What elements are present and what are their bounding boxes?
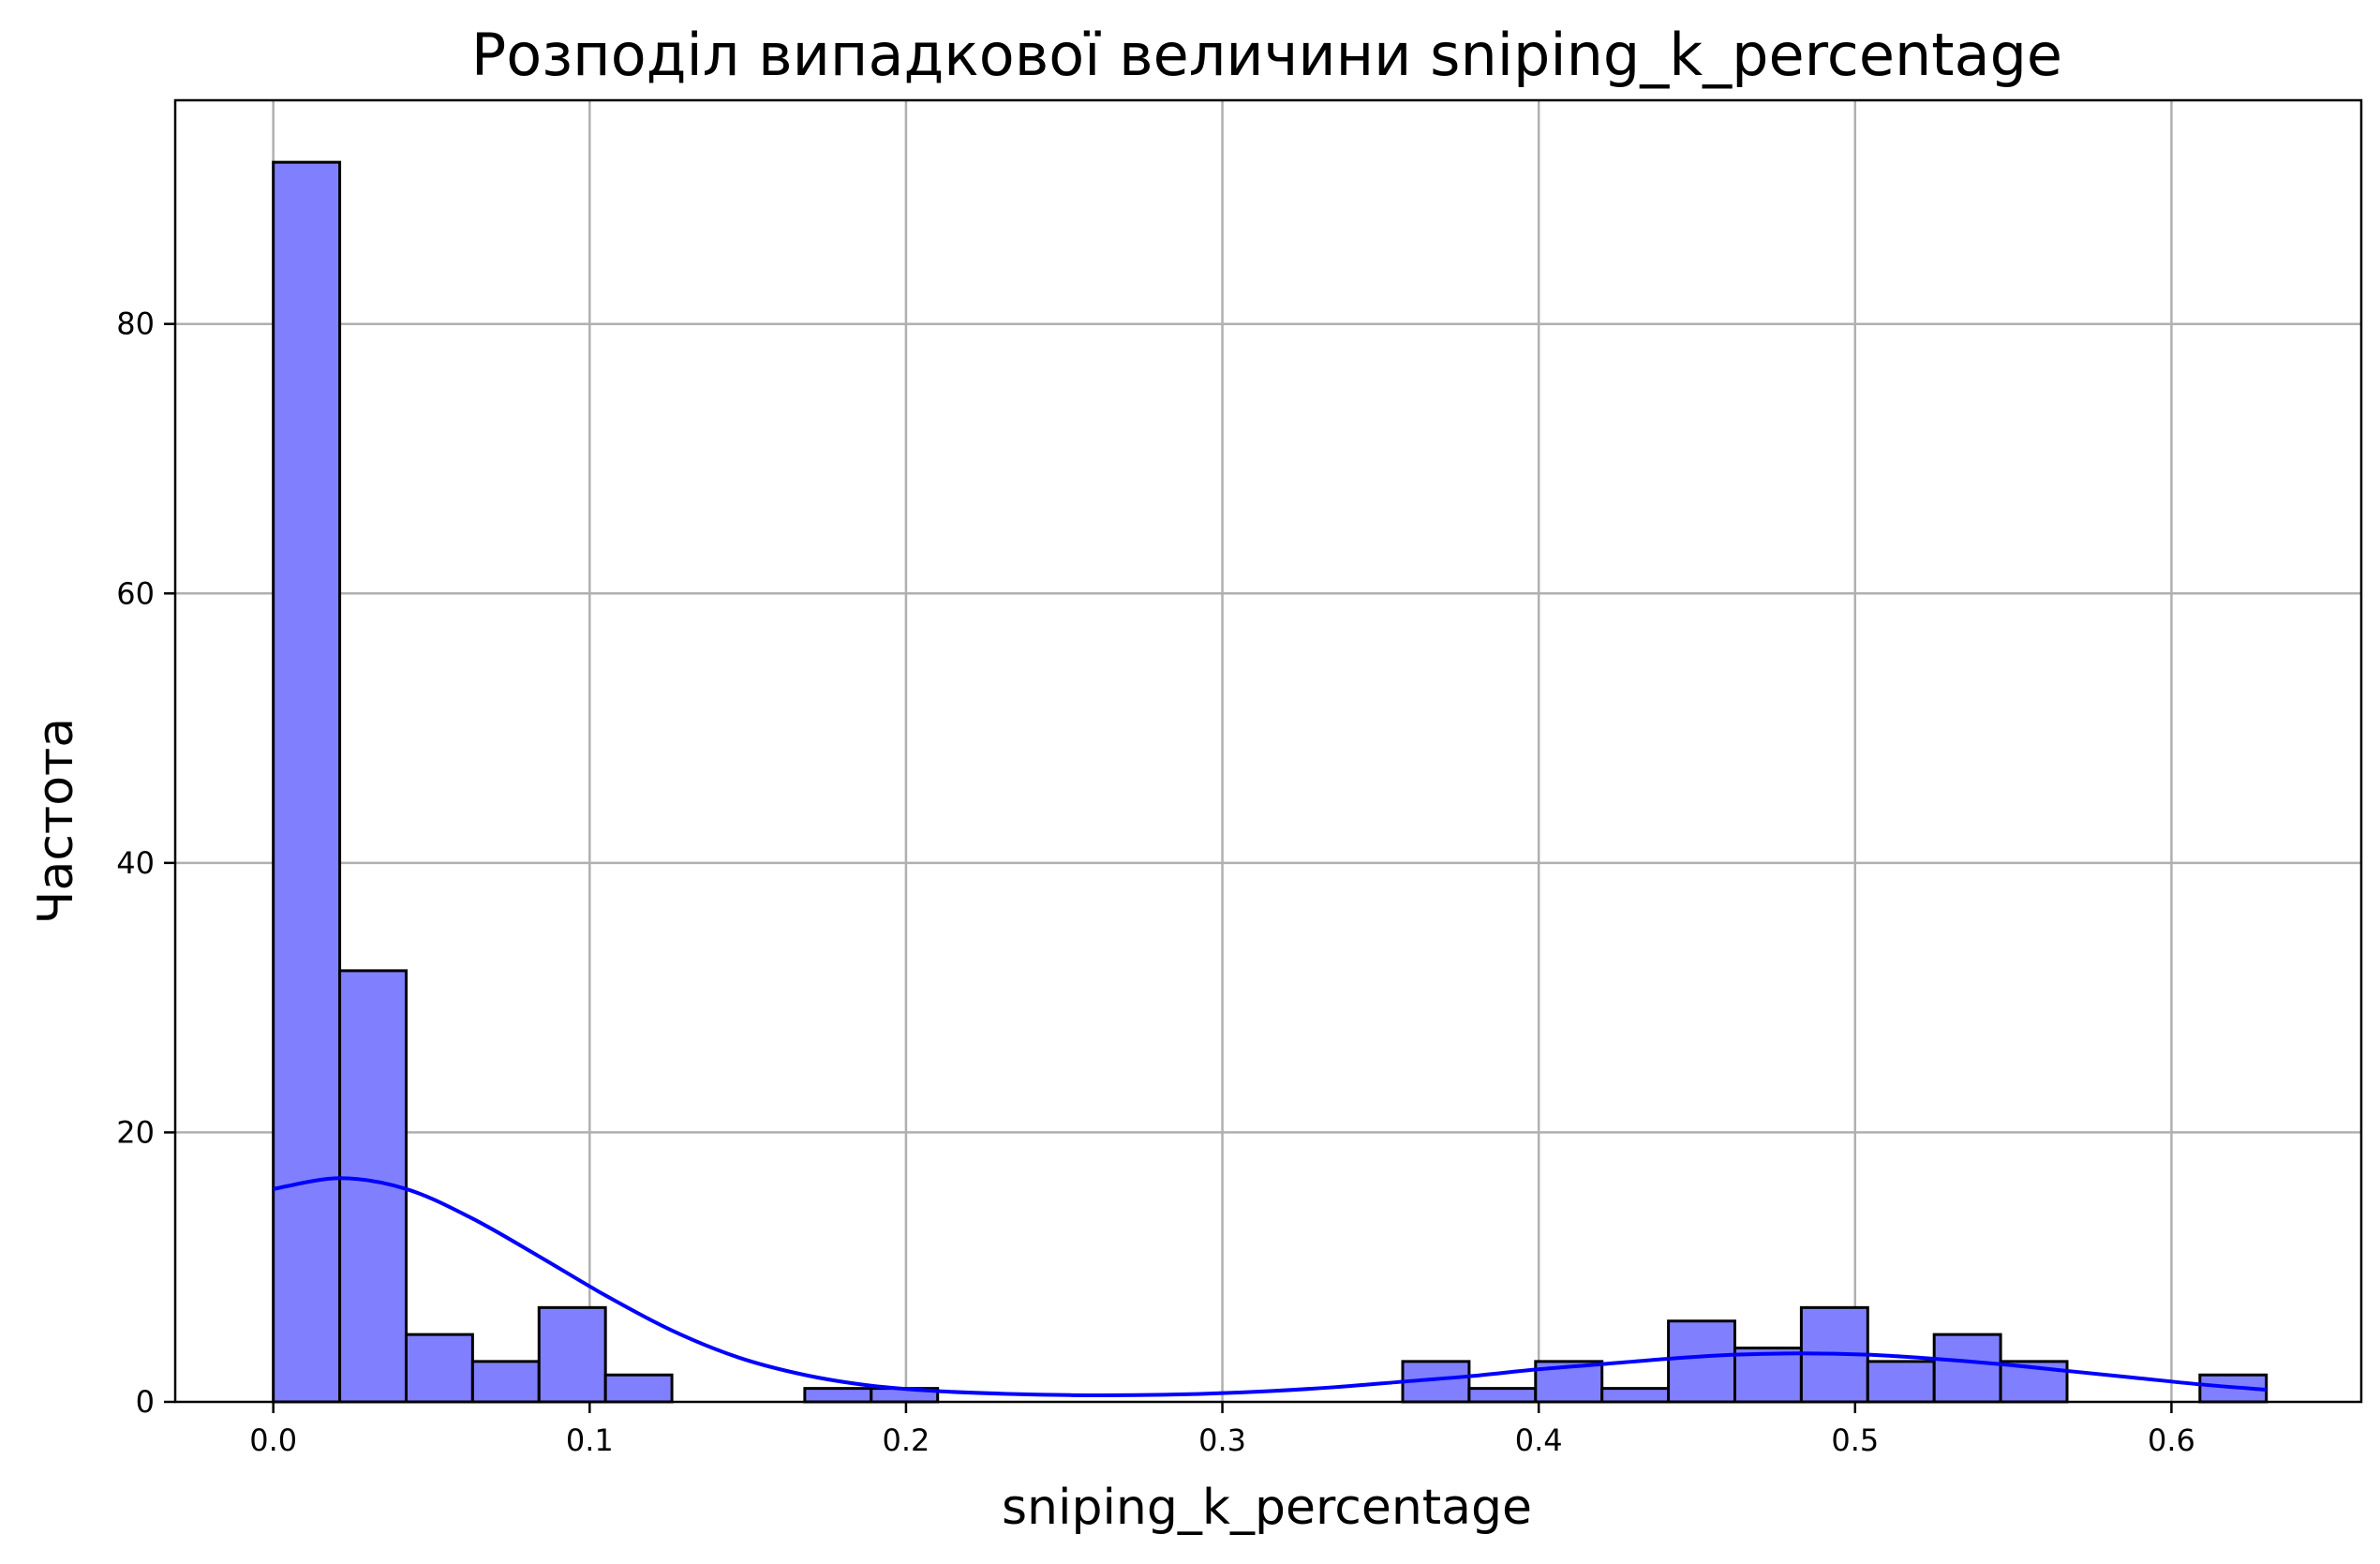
histogram-bars bbox=[272, 160, 2268, 1404]
kde-curve bbox=[273, 1176, 2267, 1397]
histogram-bar bbox=[1667, 1319, 1736, 1404]
x-tick-label: 0.1 bbox=[566, 1422, 614, 1458]
x-tick-label: 0.4 bbox=[1515, 1422, 1563, 1458]
x-tick-label: 0.6 bbox=[2148, 1422, 2195, 1458]
x-axis-ticks: 0.0 0.1 0.2 0.3 0.4 0.5 0.6 bbox=[249, 1402, 2195, 1458]
histogram-bar bbox=[803, 1387, 873, 1404]
y-axis-label: Частота bbox=[28, 718, 84, 924]
chart-title: Розподіл випадкової величини sniping_k_p… bbox=[471, 21, 2062, 89]
x-tick-label: 0.3 bbox=[1198, 1422, 1246, 1458]
histogram-bar bbox=[1467, 1387, 1538, 1404]
histogram-bar bbox=[537, 1305, 607, 1404]
histogram-bar bbox=[1932, 1333, 2002, 1404]
x-tick-label: 0.5 bbox=[1831, 1422, 1879, 1458]
histogram-bar bbox=[470, 1360, 541, 1404]
y-tick-label: 0 bbox=[136, 1384, 155, 1420]
y-tick-label: 20 bbox=[116, 1114, 155, 1150]
x-axis-label: sniping_k_percentage bbox=[1002, 1480, 1532, 1536]
y-tick-label: 40 bbox=[116, 845, 155, 881]
histogram-bar bbox=[1600, 1387, 1671, 1404]
y-tick-label: 80 bbox=[116, 306, 155, 342]
y-axis-ticks: 0 20 40 60 80 bbox=[116, 306, 175, 1420]
y-tick-label: 60 bbox=[116, 575, 155, 611]
histogram-bar bbox=[1866, 1360, 1936, 1404]
x-tick-label: 0.2 bbox=[882, 1422, 930, 1458]
histogram-bar bbox=[404, 1333, 474, 1404]
plot-frame bbox=[173, 98, 2363, 1404]
histogram-bar bbox=[272, 160, 342, 1404]
histogram-bar bbox=[603, 1373, 674, 1404]
x-tick-label: 0.0 bbox=[249, 1422, 297, 1458]
grid-lines bbox=[175, 100, 2361, 1402]
